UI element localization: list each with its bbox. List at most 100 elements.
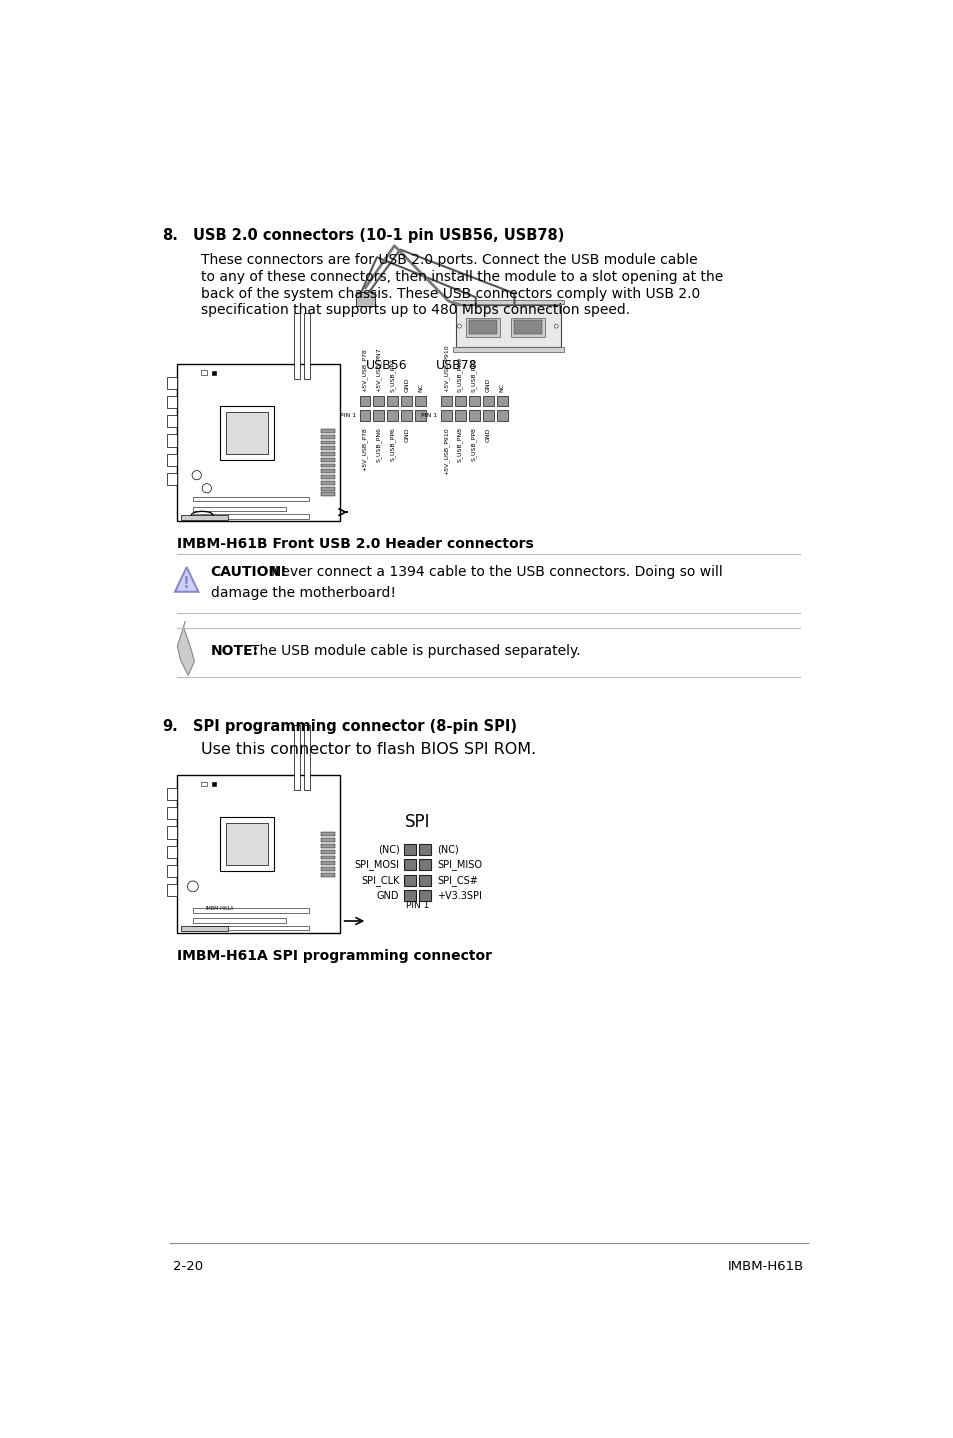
Bar xyxy=(320,463,335,467)
Bar xyxy=(465,318,499,338)
Text: NC: NC xyxy=(417,383,423,393)
Bar xyxy=(193,926,309,930)
Text: SPI_MOSI: SPI_MOSI xyxy=(355,860,399,870)
Bar xyxy=(167,788,177,800)
Bar xyxy=(320,429,335,433)
Bar xyxy=(320,873,335,877)
Text: +5V_USB_P78: +5V_USB_P78 xyxy=(362,427,368,472)
Text: PIN 1: PIN 1 xyxy=(339,413,355,418)
Bar xyxy=(320,452,335,456)
Text: (NC): (NC) xyxy=(377,844,399,854)
Bar xyxy=(418,844,431,854)
Text: Never connect a 1394 cable to the USB connectors. Doing so will: Never connect a 1394 cable to the USB co… xyxy=(271,565,722,580)
Text: IMBM-H61A SPI programming connector: IMBM-H61A SPI programming connector xyxy=(177,949,492,963)
Bar xyxy=(220,817,274,871)
Bar xyxy=(193,496,309,502)
Text: +5V_USB_PN7: +5V_USB_PN7 xyxy=(375,348,381,393)
Bar xyxy=(167,395,177,408)
Bar xyxy=(418,874,431,886)
Bar xyxy=(320,434,335,439)
Bar xyxy=(453,299,563,305)
Bar xyxy=(320,833,335,837)
Circle shape xyxy=(457,324,461,328)
Bar xyxy=(167,453,177,466)
Bar xyxy=(415,395,426,406)
Bar xyxy=(320,492,335,496)
Bar xyxy=(320,469,335,473)
Text: S_USB_PP7: S_USB_PP7 xyxy=(390,358,395,393)
Bar xyxy=(455,395,465,406)
Bar xyxy=(167,434,177,447)
Bar xyxy=(177,775,340,933)
Bar xyxy=(167,377,177,388)
Bar xyxy=(359,410,370,420)
Text: +5V_USB_P910: +5V_USB_P910 xyxy=(443,427,449,475)
Text: S_USB_PN9: S_USB_PN9 xyxy=(456,357,462,393)
Bar xyxy=(455,410,465,420)
Text: Use this connector to flash BIOS SPI ROM.: Use this connector to flash BIOS SPI ROM… xyxy=(200,742,536,758)
Bar xyxy=(387,395,397,406)
Text: SPI_MISO: SPI_MISO xyxy=(436,860,482,870)
Text: back of the system chassis. These USB connectors comply with USB 2.0: back of the system chassis. These USB co… xyxy=(200,286,700,301)
Bar xyxy=(320,838,335,843)
Text: PIN 1: PIN 1 xyxy=(406,902,429,910)
Text: GND: GND xyxy=(404,427,409,441)
Text: +V3.3SPI: +V3.3SPI xyxy=(436,890,482,900)
Text: USB56: USB56 xyxy=(365,360,407,372)
Bar xyxy=(303,725,310,789)
Bar xyxy=(468,410,479,420)
Bar xyxy=(167,884,177,896)
Bar xyxy=(320,446,335,450)
Text: SPI_CLK: SPI_CLK xyxy=(360,874,399,886)
Text: specification that supports up to 480 Mbps connection speed.: specification that supports up to 480 Mb… xyxy=(200,303,629,318)
Bar xyxy=(167,827,177,838)
Bar xyxy=(193,907,309,913)
Bar xyxy=(497,395,507,406)
Circle shape xyxy=(192,470,201,480)
Text: 8.: 8. xyxy=(162,229,177,243)
Bar xyxy=(404,844,416,854)
Bar xyxy=(440,410,452,420)
Text: SPI: SPI xyxy=(404,814,430,831)
Bar xyxy=(510,318,544,338)
Text: SPI programming connector (8-pin SPI): SPI programming connector (8-pin SPI) xyxy=(193,719,517,735)
Text: (NC): (NC) xyxy=(436,844,458,854)
Circle shape xyxy=(202,483,212,493)
Bar xyxy=(200,782,207,787)
Bar xyxy=(320,457,335,462)
Bar xyxy=(294,313,299,380)
Bar xyxy=(401,410,412,420)
Text: S_USB_PP6: S_USB_PP6 xyxy=(390,427,395,462)
Text: damage the motherboard!: damage the motherboard! xyxy=(211,587,395,600)
Text: The USB module cable is purchased separately.: The USB module cable is purchased separa… xyxy=(251,644,580,657)
Text: IMBM-H61B: IMBM-H61B xyxy=(727,1260,803,1273)
Text: +5V_USB_P78: +5V_USB_P78 xyxy=(362,348,368,393)
Text: PIN 1: PIN 1 xyxy=(420,413,436,418)
Bar xyxy=(482,395,493,406)
Bar xyxy=(320,844,335,848)
Polygon shape xyxy=(177,627,194,676)
Bar xyxy=(355,292,375,306)
Bar xyxy=(320,861,335,866)
Bar xyxy=(320,475,335,479)
Bar xyxy=(200,371,207,375)
Bar xyxy=(226,823,268,864)
Text: S_USB_PP9: S_USB_PP9 xyxy=(471,358,476,393)
Bar xyxy=(167,846,177,858)
Bar xyxy=(497,410,507,420)
Bar xyxy=(359,395,370,406)
Text: to any of these connectors, then install the module to a slot opening at the: to any of these connectors, then install… xyxy=(200,269,722,283)
Bar xyxy=(468,321,497,334)
Text: NC: NC xyxy=(499,383,504,393)
Text: SPI_CS#: SPI_CS# xyxy=(436,874,477,886)
Bar xyxy=(453,348,563,352)
Bar xyxy=(404,874,416,886)
Bar xyxy=(387,410,397,420)
Bar xyxy=(320,486,335,490)
Circle shape xyxy=(554,324,558,328)
Bar xyxy=(226,413,268,453)
Bar xyxy=(177,364,340,522)
Text: IMBM-H61B Front USB 2.0 Header connectors: IMBM-H61B Front USB 2.0 Header connector… xyxy=(177,536,534,551)
Bar xyxy=(320,440,335,444)
Bar xyxy=(320,480,335,485)
